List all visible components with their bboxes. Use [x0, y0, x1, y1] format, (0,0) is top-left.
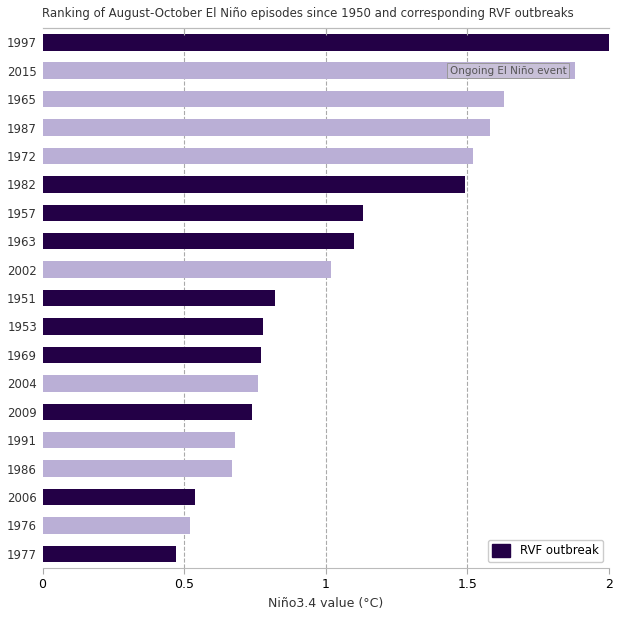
X-axis label: Niño3.4 value (°C): Niño3.4 value (°C) [268, 597, 383, 610]
Bar [43, 290, 275, 306]
Bar [43, 545, 175, 562]
Bar [43, 119, 490, 136]
Bar [43, 489, 195, 505]
Bar [43, 233, 354, 249]
Bar [43, 460, 232, 477]
Bar [43, 91, 504, 107]
Legend: RVF outbreak: RVF outbreak [488, 540, 603, 562]
Bar [43, 147, 473, 164]
Bar [43, 404, 252, 420]
Bar [43, 176, 464, 193]
Bar [43, 62, 575, 79]
Text: Ongoing El Niño event: Ongoing El Niño event [450, 65, 567, 76]
Bar [43, 318, 264, 335]
Bar [43, 375, 258, 392]
Text: Ranking of August-October El Niño episodes since 1950 and corresponding RVF outb: Ranking of August-October El Niño episod… [43, 7, 574, 20]
Bar [43, 432, 235, 449]
Bar [43, 34, 609, 51]
Bar [43, 262, 332, 278]
Bar [43, 205, 363, 221]
Bar [43, 347, 260, 363]
Bar [43, 517, 190, 534]
